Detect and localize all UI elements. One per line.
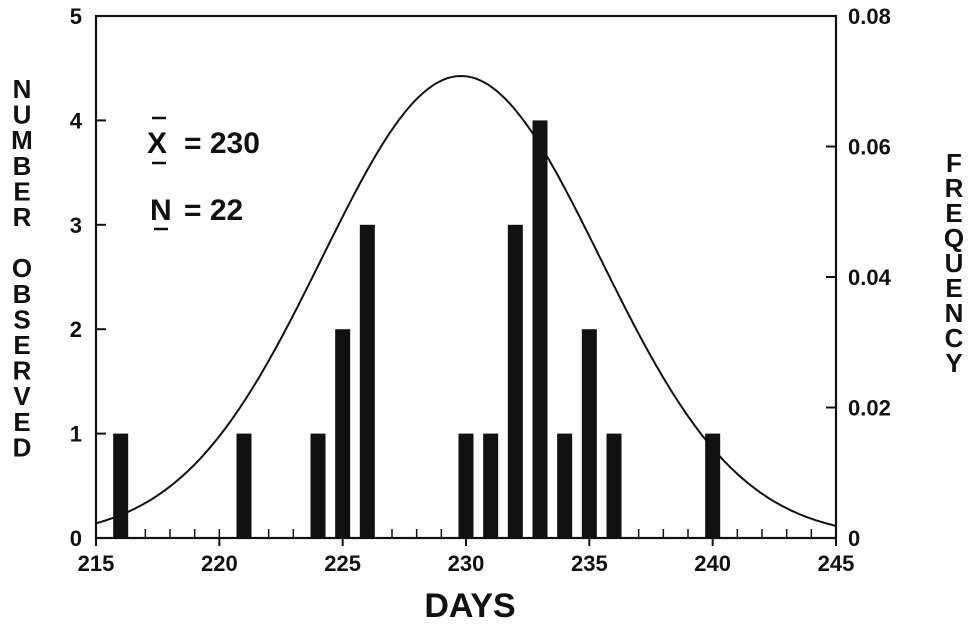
y2-tick-label: 0.06: [848, 135, 891, 160]
y-tick-label: 5: [70, 4, 82, 29]
y2-tick-label: 0.04: [848, 265, 892, 290]
y2-axis-ticks: 0 0.02 0.04 0.06 0.08: [826, 4, 892, 551]
y2-tick-label: 0.02: [848, 396, 891, 421]
y2-tick-label: 0: [848, 526, 860, 551]
bars-group: [113, 120, 721, 539]
x-tick-label: 225: [324, 551, 361, 576]
bar-216: [113, 433, 129, 538]
x-axis-ticks: 215 220 225 230 235 240 245: [78, 538, 855, 576]
bar-224: [310, 433, 326, 538]
bar-240: [705, 433, 721, 538]
x-tick-label: 245: [818, 551, 855, 576]
x-tick-label: 215: [78, 551, 115, 576]
bar-221: [236, 433, 252, 538]
mean-symbol: X: [147, 127, 167, 160]
bar-232: [507, 224, 523, 539]
bar-226: [359, 224, 375, 539]
x-minor-ticks: [95, 529, 837, 538]
frequency-curve: [95, 74, 837, 527]
y-tick-label: 2: [70, 317, 82, 342]
mean-value: = 230: [184, 127, 260, 160]
x-tick-label: 240: [694, 551, 731, 576]
x-axis-title: DAYS: [424, 587, 515, 625]
x-tick-label: 230: [448, 551, 485, 576]
bar-230: [458, 433, 474, 538]
n-value: = 22: [184, 194, 243, 227]
y2-tick-label: 0.08: [848, 4, 891, 29]
bar-231: [483, 433, 499, 538]
bar-233: [532, 120, 548, 539]
y-tick-label: 0: [70, 526, 82, 551]
y-tick-label: 1: [70, 422, 82, 447]
bar-225: [335, 329, 351, 538]
y-tick-label: 3: [70, 213, 82, 238]
x-tick-label: 235: [571, 551, 608, 576]
y-tick-label: 4: [70, 108, 83, 133]
y-axis-ticks: 0 1 2 3 4 5: [70, 4, 106, 551]
bar-235: [581, 329, 597, 538]
x-tick-label: 220: [201, 551, 238, 576]
n-symbol: N: [150, 194, 172, 227]
bar-234: [557, 433, 573, 538]
stats-annotation: X = 230 N = 22: [147, 116, 260, 231]
bar-236: [606, 433, 622, 538]
